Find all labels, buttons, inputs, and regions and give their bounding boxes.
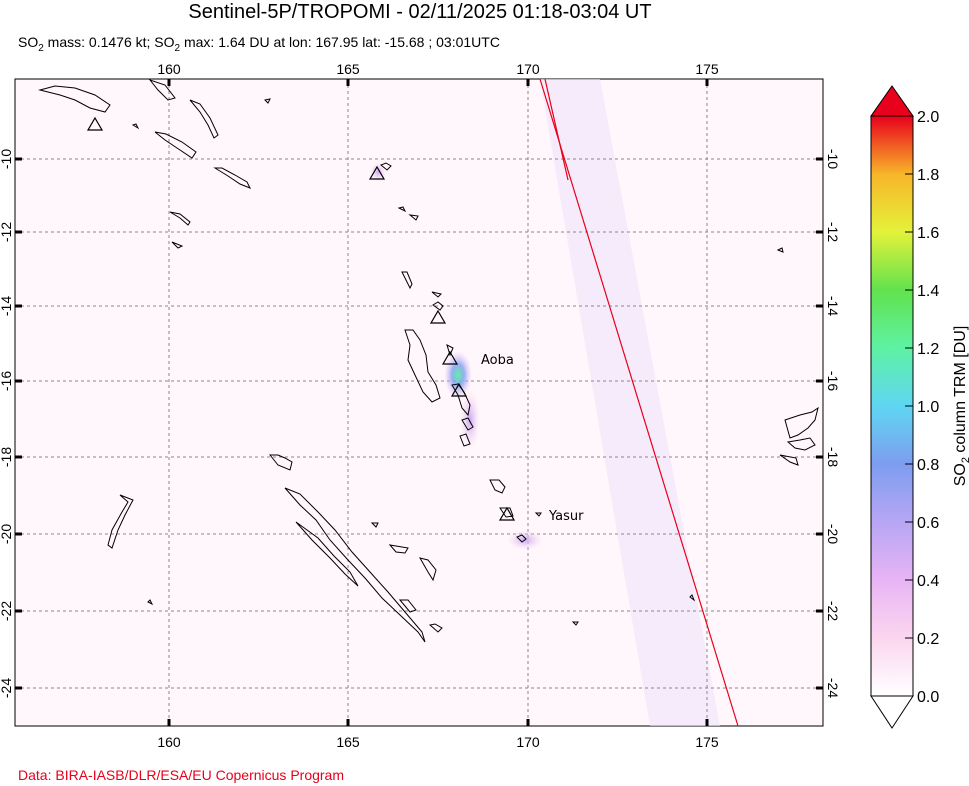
swath-noise	[540, 79, 720, 726]
tick-marks	[15, 79, 823, 726]
svg-text:1.4: 1.4	[917, 283, 939, 300]
svg-text:-20: -20	[825, 524, 841, 544]
volcano-marker-aoba	[441, 350, 459, 365]
lon-label-top-160: 160	[157, 61, 181, 77]
so2-plume-trail	[460, 390, 480, 450]
volcano-marker-yasur	[498, 506, 516, 521]
lat-labels-right: -10 -12 -14 -16 -18 -20 -22 -24	[825, 149, 841, 698]
svg-text:-22: -22	[0, 601, 14, 621]
svg-text:-18: -18	[825, 447, 841, 467]
svg-text:2.0: 2.0	[917, 109, 939, 126]
map-title: Sentinel-5P/TROPOMI - 02/11/2025 01:18-0…	[188, 1, 652, 23]
graticule	[15, 79, 823, 726]
svg-text:1.6: 1.6	[917, 225, 939, 242]
svg-text:-18: -18	[0, 447, 14, 467]
svg-text:1.8: 1.8	[917, 167, 939, 184]
svg-text:-24: -24	[0, 678, 14, 698]
so2-plume-north	[370, 162, 386, 182]
lat-labels-left: -10 -12 -14 -16 -18 -20 -22 -24	[0, 149, 14, 698]
volcano-marker-bagana	[86, 116, 104, 131]
svg-text:-20: -20	[0, 524, 14, 544]
svg-text:0.0: 0.0	[917, 689, 939, 706]
volcano-marker-gaua	[429, 309, 447, 324]
svg-text:-16: -16	[825, 371, 841, 391]
volcano-label-yasur: Yasur	[548, 509, 584, 524]
coastlines	[38, 78, 819, 643]
svg-text:1.2: 1.2	[917, 341, 939, 358]
svg-text:-24: -24	[825, 678, 841, 698]
colorbar-under-arrow	[870, 695, 914, 729]
volcano-marker-ambrym	[450, 382, 468, 397]
svg-text:1.0: 1.0	[917, 399, 939, 416]
svg-text:0.4: 0.4	[917, 573, 939, 590]
orbit-edge-line	[539, 78, 739, 727]
svg-text:-10: -10	[825, 149, 841, 169]
lon-label-bottom-175: 175	[695, 734, 719, 750]
svg-text:-14: -14	[0, 296, 14, 316]
colorbar-over-arrow	[870, 85, 914, 117]
svg-text:-14: -14	[825, 296, 841, 316]
lon-label-bottom-170: 170	[516, 734, 540, 750]
lon-label-bottom-160: 160	[157, 734, 181, 750]
svg-text:-16: -16	[0, 371, 14, 391]
lon-label-top-165: 165	[336, 61, 360, 77]
svg-text:0.2: 0.2	[917, 631, 939, 648]
so2-plume-aoba	[444, 351, 472, 399]
colorbar: 0.0 0.2 0.4 0.6 0.8 1.0 1.2 1.4 1.6 1.8 …	[870, 85, 969, 729]
svg-text:-12: -12	[0, 222, 14, 242]
lon-label-top-170: 170	[516, 61, 540, 77]
volcano-marker-tinakula	[368, 165, 386, 180]
svg-text:-12: -12	[825, 222, 841, 242]
svg-text:0.6: 0.6	[917, 515, 939, 532]
lon-label-top-175: 175	[695, 61, 719, 77]
lon-label-bottom-165: 165	[336, 734, 360, 750]
volcano-label-aoba: Aoba	[481, 353, 514, 368]
svg-text:0.8: 0.8	[917, 457, 939, 474]
data-credit: Data: BIRA-IASB/DLR/ESA/EU Copernicus Pr…	[18, 767, 345, 783]
svg-text:-22: -22	[825, 601, 841, 621]
so2-summary: SO2 mass: 0.1476 kt; SO2 max: 1.64 DU at…	[18, 34, 500, 54]
colorbar-label: SO2 column TRM [DU]	[952, 326, 969, 487]
svg-text:-10: -10	[0, 149, 14, 169]
